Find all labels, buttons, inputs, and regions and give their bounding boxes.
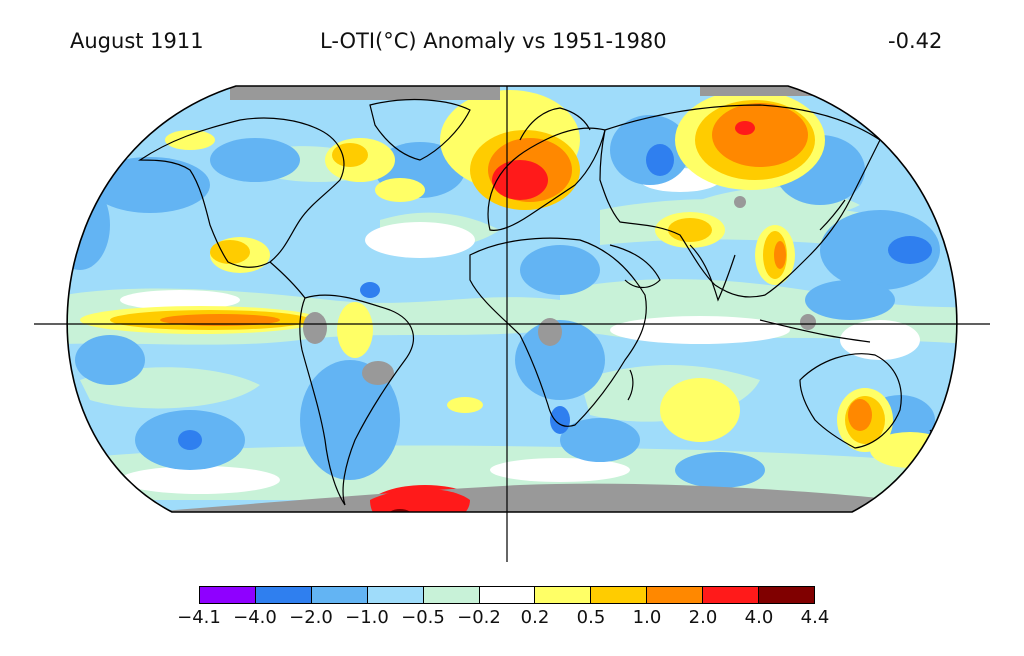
colorbar-swatch <box>534 587 591 603</box>
colorbar-swatch <box>310 587 367 603</box>
colorbar-swatch <box>646 587 703 603</box>
colorbar-tick-label: 4.4 <box>800 607 830 628</box>
anomaly-field <box>67 86 957 512</box>
colorbar-tick-label: −4.0 <box>233 607 277 628</box>
colorbar-swatch <box>758 587 814 603</box>
colorbar-tick-label: 2.0 <box>688 607 718 628</box>
colorbar-tick-label: −0.2 <box>457 607 501 628</box>
colorbar-tick-label: 0.2 <box>520 607 550 628</box>
colorbar-swatch <box>366 587 423 603</box>
colorbar-tick-label: −0.5 <box>401 607 445 628</box>
colorbar-tick-label: −4.1 <box>177 607 221 628</box>
colorbar-swatch <box>200 587 255 603</box>
period-label: August 1911 <box>70 29 204 53</box>
colorbar-swatch <box>422 587 479 603</box>
colorbar-tick-label: −2.0 <box>289 607 333 628</box>
colorbar-swatch <box>590 587 647 603</box>
colorbar-tick-label: −1.0 <box>345 607 389 628</box>
coastlines <box>138 98 946 506</box>
map-title: L-OTI(°C) Anomaly vs 1951-1980 <box>320 29 667 53</box>
colorbar-tick-label: 1.0 <box>632 607 662 628</box>
globe-outline <box>66 85 958 513</box>
colorbar-tick-label: 0.5 <box>576 607 606 628</box>
colorbar-swatch <box>478 587 535 603</box>
colorbar-tick-labels: −4.1 −4.0 −2.0 −1.0 −0.5 −0.2 0.2 0.5 1.0 2.0 4.0 4… <box>0 607 1024 631</box>
colorbar-swatch <box>702 587 759 603</box>
colorbar <box>199 586 815 604</box>
anomaly-map <box>34 85 990 562</box>
colorbar-tick-label: 4.0 <box>744 607 774 628</box>
global-mean-anomaly: -0.42 <box>888 29 943 53</box>
colorbar-swatch <box>254 587 311 603</box>
